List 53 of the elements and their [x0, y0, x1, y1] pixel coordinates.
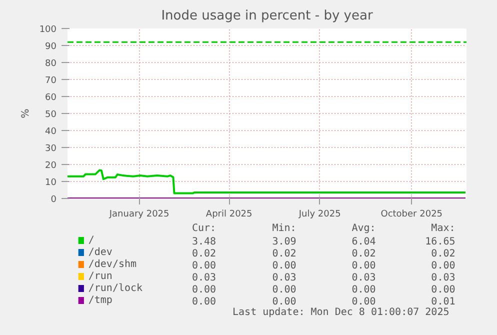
text: Last update: Mon Dec 8 01:00:07 2025	[232, 307, 450, 318]
text: 0.02	[431, 248, 456, 260]
y-tick-label: 0	[50, 195, 57, 205]
y-tick-label: 100	[39, 25, 57, 35]
text: 0.00	[192, 296, 216, 308]
legend-label: /run	[88, 271, 112, 282]
legend-label: /tmp	[88, 295, 112, 306]
text: 3.09	[272, 236, 296, 248]
x-tick-label: October 2025	[380, 210, 443, 220]
x-tick-label: April 2025	[206, 210, 252, 220]
chart-title: Inode usage in percent - by year	[161, 8, 374, 24]
x-tick-label: July 2025	[298, 210, 341, 220]
text: 0.02	[352, 248, 376, 260]
text: 0.00	[431, 260, 456, 272]
y-tick-label: 20	[45, 161, 57, 171]
text: 0.00	[192, 284, 216, 296]
text: 0.00	[352, 296, 376, 308]
text: 0.03	[272, 272, 296, 284]
text: Cur:	[192, 223, 216, 234]
text: 0.00	[272, 296, 296, 308]
y-axis-title: %	[20, 108, 32, 118]
text: 3.48	[192, 236, 216, 248]
line-series	[68, 169, 466, 194]
text: 0.02	[192, 248, 216, 260]
text: 0.01	[431, 296, 456, 308]
text: 0.00	[431, 284, 456, 296]
text: 0.03	[192, 272, 216, 284]
y-tick-label: 10	[45, 178, 57, 188]
text: 0.00	[192, 260, 216, 272]
text: 0.02	[272, 248, 296, 260]
y-tick-label: 90	[45, 42, 57, 52]
text: 16.65	[425, 236, 456, 248]
legend-label: /dev/shm	[88, 259, 137, 270]
text: 0.00	[272, 284, 296, 296]
text: 6.04	[352, 236, 376, 248]
text: 0.03	[431, 272, 456, 284]
y-tick-label: 80	[45, 59, 57, 69]
y-tick-label: 30	[45, 144, 57, 154]
y-tick-label: 40	[45, 127, 57, 137]
y-tick-label: 70	[45, 76, 57, 86]
text: 0.00	[352, 284, 376, 296]
legend-label: /dev	[88, 247, 112, 258]
text: 0.00	[352, 260, 376, 272]
y-tick-label: 60	[45, 93, 57, 103]
text: Avg:	[352, 223, 376, 234]
x-tick-label: January 2025	[108, 210, 170, 220]
text: Max:	[431, 223, 456, 234]
legend-label: /	[88, 235, 94, 246]
text: 0.03	[352, 272, 376, 284]
text: 0.00	[272, 260, 296, 272]
text: Min:	[272, 223, 296, 234]
y-tick-label: 50	[45, 110, 57, 120]
legend-label: /run/lock	[88, 283, 143, 294]
